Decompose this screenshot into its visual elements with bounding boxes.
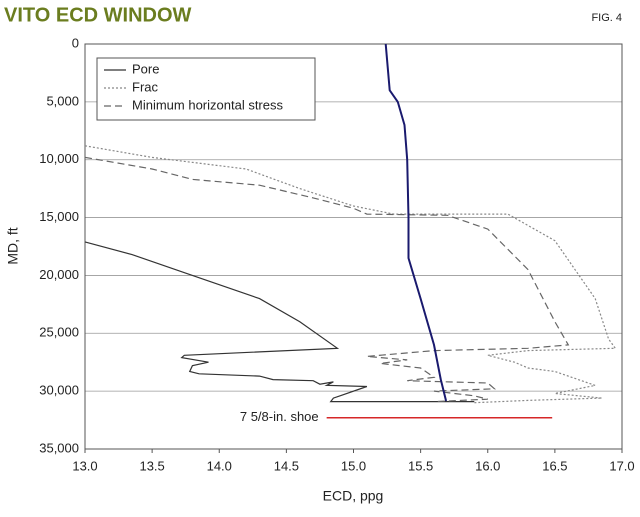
x-tick-label: 15.0	[341, 458, 366, 473]
y-tick-label: 25,000	[39, 325, 79, 340]
series-line	[84, 241, 475, 403]
series-line	[84, 156, 570, 403]
y-tick-label: 5,000	[46, 93, 79, 108]
series-line	[84, 145, 617, 404]
series-line	[384, 43, 448, 402]
x-tick-label: 14.0	[207, 458, 232, 473]
x-tick-label: 13.0	[72, 458, 97, 473]
legend-box	[96, 57, 316, 121]
y-tick-label: 0	[72, 35, 79, 50]
y-tick-label: 30,000	[39, 383, 79, 398]
figure-label: FIG. 4	[591, 12, 622, 24]
x-tick-label: 16.0	[475, 458, 500, 473]
plot-border	[84, 43, 623, 450]
legend-label: Minimum horizontal stress	[132, 97, 283, 112]
legend-label: Frac	[132, 79, 159, 94]
legend-label: Pore	[132, 61, 159, 76]
y-axis-label: MD, ft	[5, 227, 21, 264]
y-tick-label: 10,000	[39, 151, 79, 166]
chart-title: VITO ECD WINDOW	[4, 4, 192, 26]
annotation-label: 7 5/8-in. shoe	[240, 409, 319, 424]
y-tick-label: 35,000	[39, 440, 79, 455]
x-tick-label: 13.5	[139, 458, 164, 473]
x-tick-label: 15.5	[408, 458, 433, 473]
y-tick-label: 20,000	[39, 267, 79, 282]
y-tick-label: 15,000	[39, 209, 79, 224]
x-axis-label: ECD, ppg	[323, 488, 384, 504]
x-tick-label: 14.5	[274, 458, 299, 473]
x-tick-label: 17.0	[609, 458, 634, 473]
x-tick-label: 16.5	[542, 458, 567, 473]
